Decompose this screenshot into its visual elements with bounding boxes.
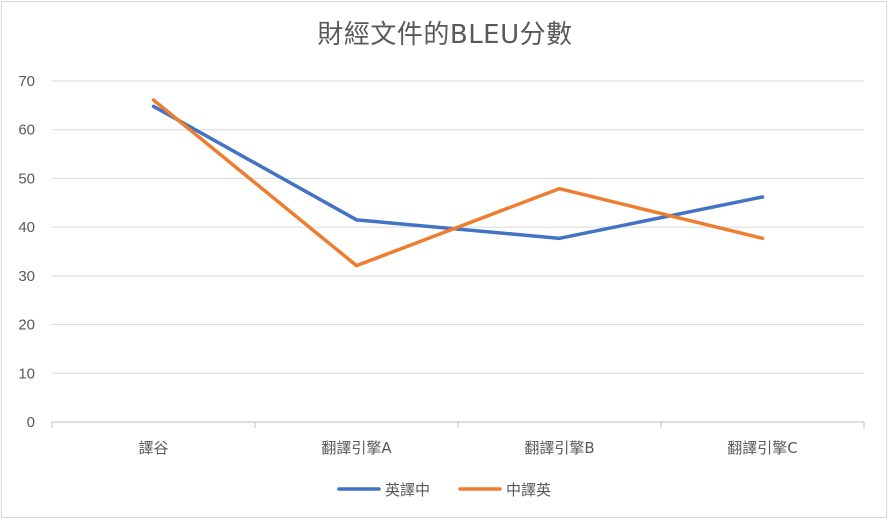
legend-label: 中譯英 [506,481,551,499]
x-category-label: 翻譯引擎B [524,439,594,457]
y-tick-label: 0 [27,414,35,431]
y-tick-label: 20 [18,317,35,334]
y-tick-label: 50 [18,170,35,187]
x-category-label: 翻譯引擎A [321,439,392,457]
series-line-1 [151,104,765,241]
series-line-2 [151,98,765,268]
y-tick-label: 30 [18,268,35,285]
legend-label: 英譯中 [385,481,430,499]
y-tick-label: 40 [18,219,35,236]
x-category-label: 翻譯引擎C [727,439,797,457]
y-tick-label: 10 [18,365,35,382]
y-tick-label: 60 [18,122,35,139]
x-category-label: 譯谷 [138,439,168,457]
y-tick-label: 70 [18,73,35,90]
chart-title: 財經文件的BLEU分數 [317,20,573,50]
